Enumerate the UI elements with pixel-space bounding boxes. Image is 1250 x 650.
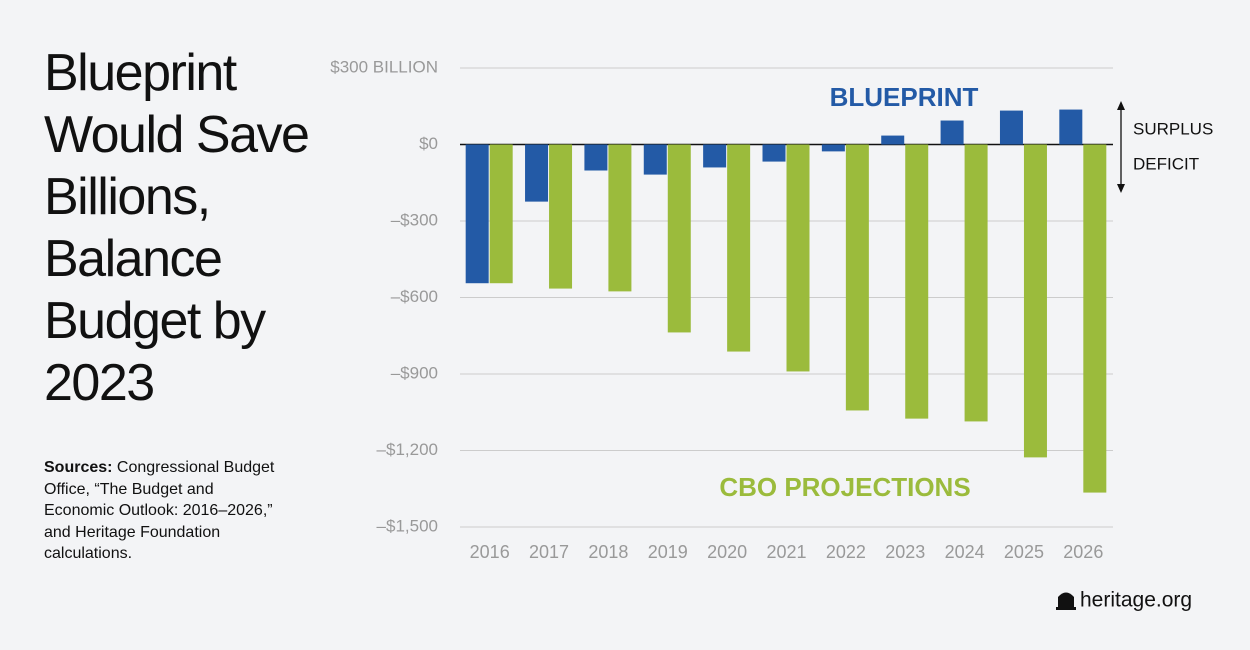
bar: [786, 144, 810, 372]
x-tick-label: 2022: [826, 542, 866, 562]
footer: heritage.org: [1080, 589, 1192, 612]
y-tick-label: –$600: [391, 287, 438, 306]
bar: [584, 144, 608, 171]
y-tick-label: –$900: [391, 363, 438, 382]
bar: [465, 144, 489, 284]
legend-label: CBO PROJECTIONS: [719, 472, 970, 502]
bar: [940, 120, 964, 145]
bar: [549, 144, 573, 289]
y-tick-label: –$1,500: [377, 516, 438, 535]
bar: [762, 144, 786, 162]
x-tick-label: 2018: [588, 542, 628, 562]
sources-text: Congressional Budget Office, “The Budget…: [44, 459, 275, 562]
bar: [667, 144, 691, 333]
bar: [964, 144, 988, 422]
sources-label: Sources:: [44, 459, 113, 476]
x-tick-label: 2020: [707, 542, 747, 562]
y-tick-label: $0: [419, 134, 438, 153]
bar: [489, 144, 513, 284]
x-tick-label: 2019: [648, 542, 688, 562]
surplus-label: SURPLUS: [1133, 119, 1213, 138]
bar: [821, 144, 845, 152]
bar: [845, 144, 869, 411]
x-tick-label: 2025: [1004, 542, 1044, 562]
bar: [727, 144, 751, 352]
x-tick-label: 2026: [1063, 542, 1103, 562]
y-tick-label: –$1,200: [377, 440, 438, 459]
bar: [1023, 144, 1047, 458]
y-tick-label: –$300: [391, 210, 438, 229]
x-tick-label: 2024: [945, 542, 985, 562]
y-tick-label: $300 BILLION: [330, 57, 438, 76]
sources: Sources: Congressional Budget Office, “T…: [44, 457, 279, 565]
legend-label: BLUEPRINT: [830, 82, 979, 112]
bar: [608, 144, 632, 292]
deficit-label: DEFICIT: [1133, 154, 1199, 173]
bar: [525, 144, 549, 202]
bar: [881, 135, 905, 145]
bar: [1059, 109, 1083, 145]
x-tick-label: 2016: [470, 542, 510, 562]
bar: [1083, 144, 1107, 493]
x-tick-label: 2023: [885, 542, 925, 562]
title: Blueprint Would Save Billions, Balance B…: [44, 44, 310, 412]
bar: [703, 144, 727, 168]
bar: [999, 110, 1023, 145]
x-tick-label: 2021: [766, 542, 806, 562]
x-tick-label: 2017: [529, 542, 569, 562]
bar: [643, 144, 667, 175]
logo: [1056, 592, 1076, 610]
bar: [905, 144, 929, 419]
